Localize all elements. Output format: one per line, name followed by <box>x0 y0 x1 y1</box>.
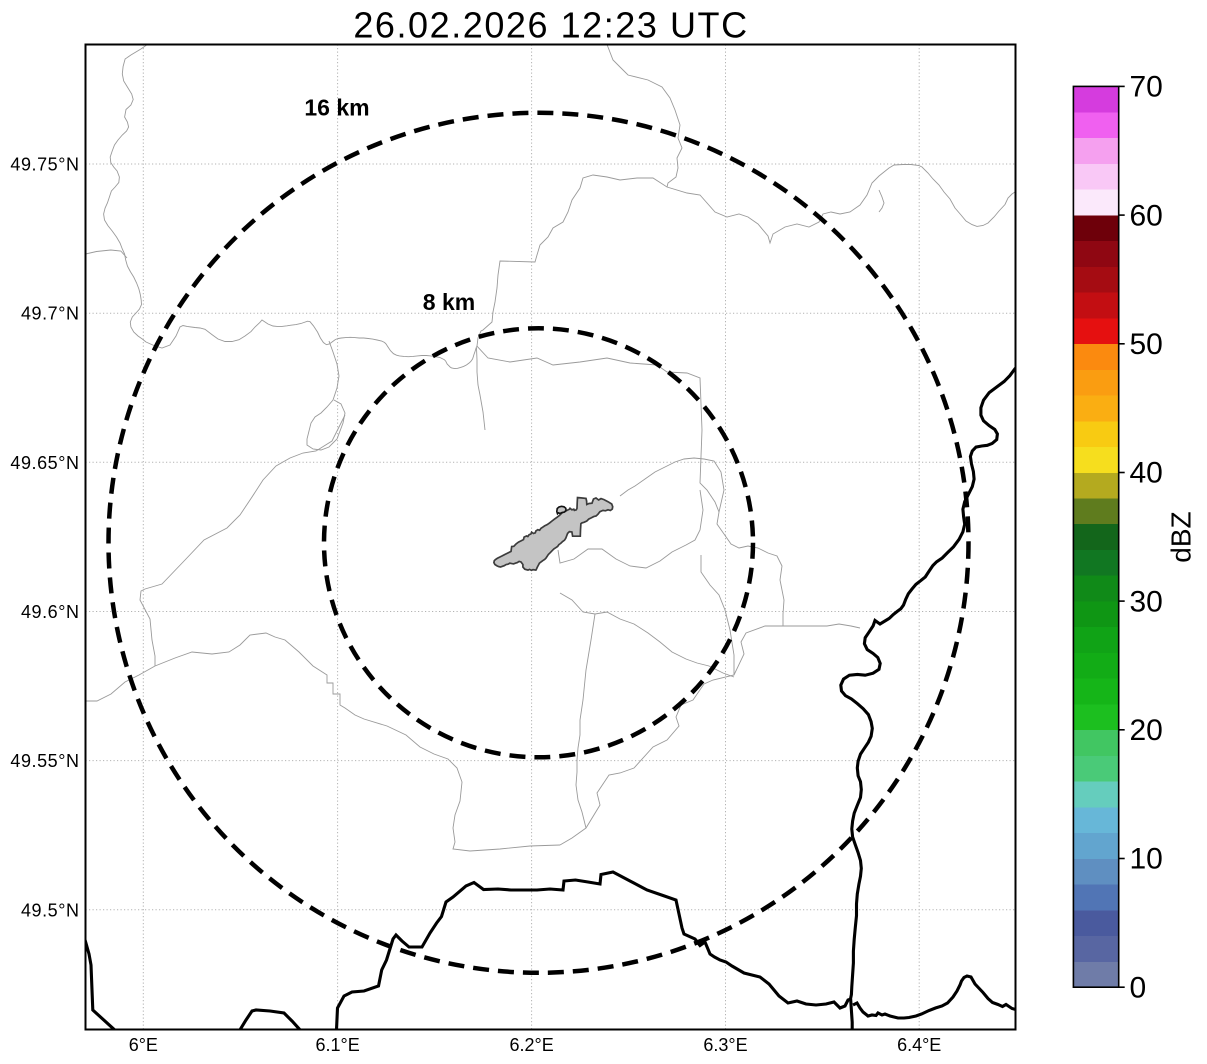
svg-text:50: 50 <box>1130 328 1163 361</box>
svg-text:70: 70 <box>1130 71 1163 104</box>
svg-text:6°E: 6°E <box>129 1035 158 1055</box>
svg-text:16 km: 16 km <box>304 95 369 121</box>
svg-text:26.02.2026 12:23 UTC: 26.02.2026 12:23 UTC <box>353 5 748 46</box>
svg-text:49.55°N: 49.55°N <box>10 751 79 771</box>
svg-text:30: 30 <box>1130 585 1163 618</box>
svg-text:20: 20 <box>1130 714 1163 747</box>
svg-text:49.6°N: 49.6°N <box>21 602 80 622</box>
svg-text:49.7°N: 49.7°N <box>21 304 80 324</box>
svg-text:8 km: 8 km <box>423 289 475 315</box>
svg-text:40: 40 <box>1130 457 1163 490</box>
svg-text:6.3°E: 6.3°E <box>703 1035 747 1055</box>
svg-text:10: 10 <box>1130 843 1163 876</box>
svg-text:49.5°N: 49.5°N <box>21 900 80 920</box>
svg-text:6.4°E: 6.4°E <box>897 1035 941 1055</box>
svg-text:6.2°E: 6.2°E <box>509 1035 553 1055</box>
svg-text:60: 60 <box>1130 199 1163 232</box>
svg-text:49.75°N: 49.75°N <box>10 155 79 175</box>
svg-text:dBZ: dBZ <box>1166 511 1197 562</box>
svg-text:49.65°N: 49.65°N <box>10 453 79 473</box>
svg-text:0: 0 <box>1130 971 1147 1004</box>
svg-text:6.1°E: 6.1°E <box>315 1035 359 1055</box>
